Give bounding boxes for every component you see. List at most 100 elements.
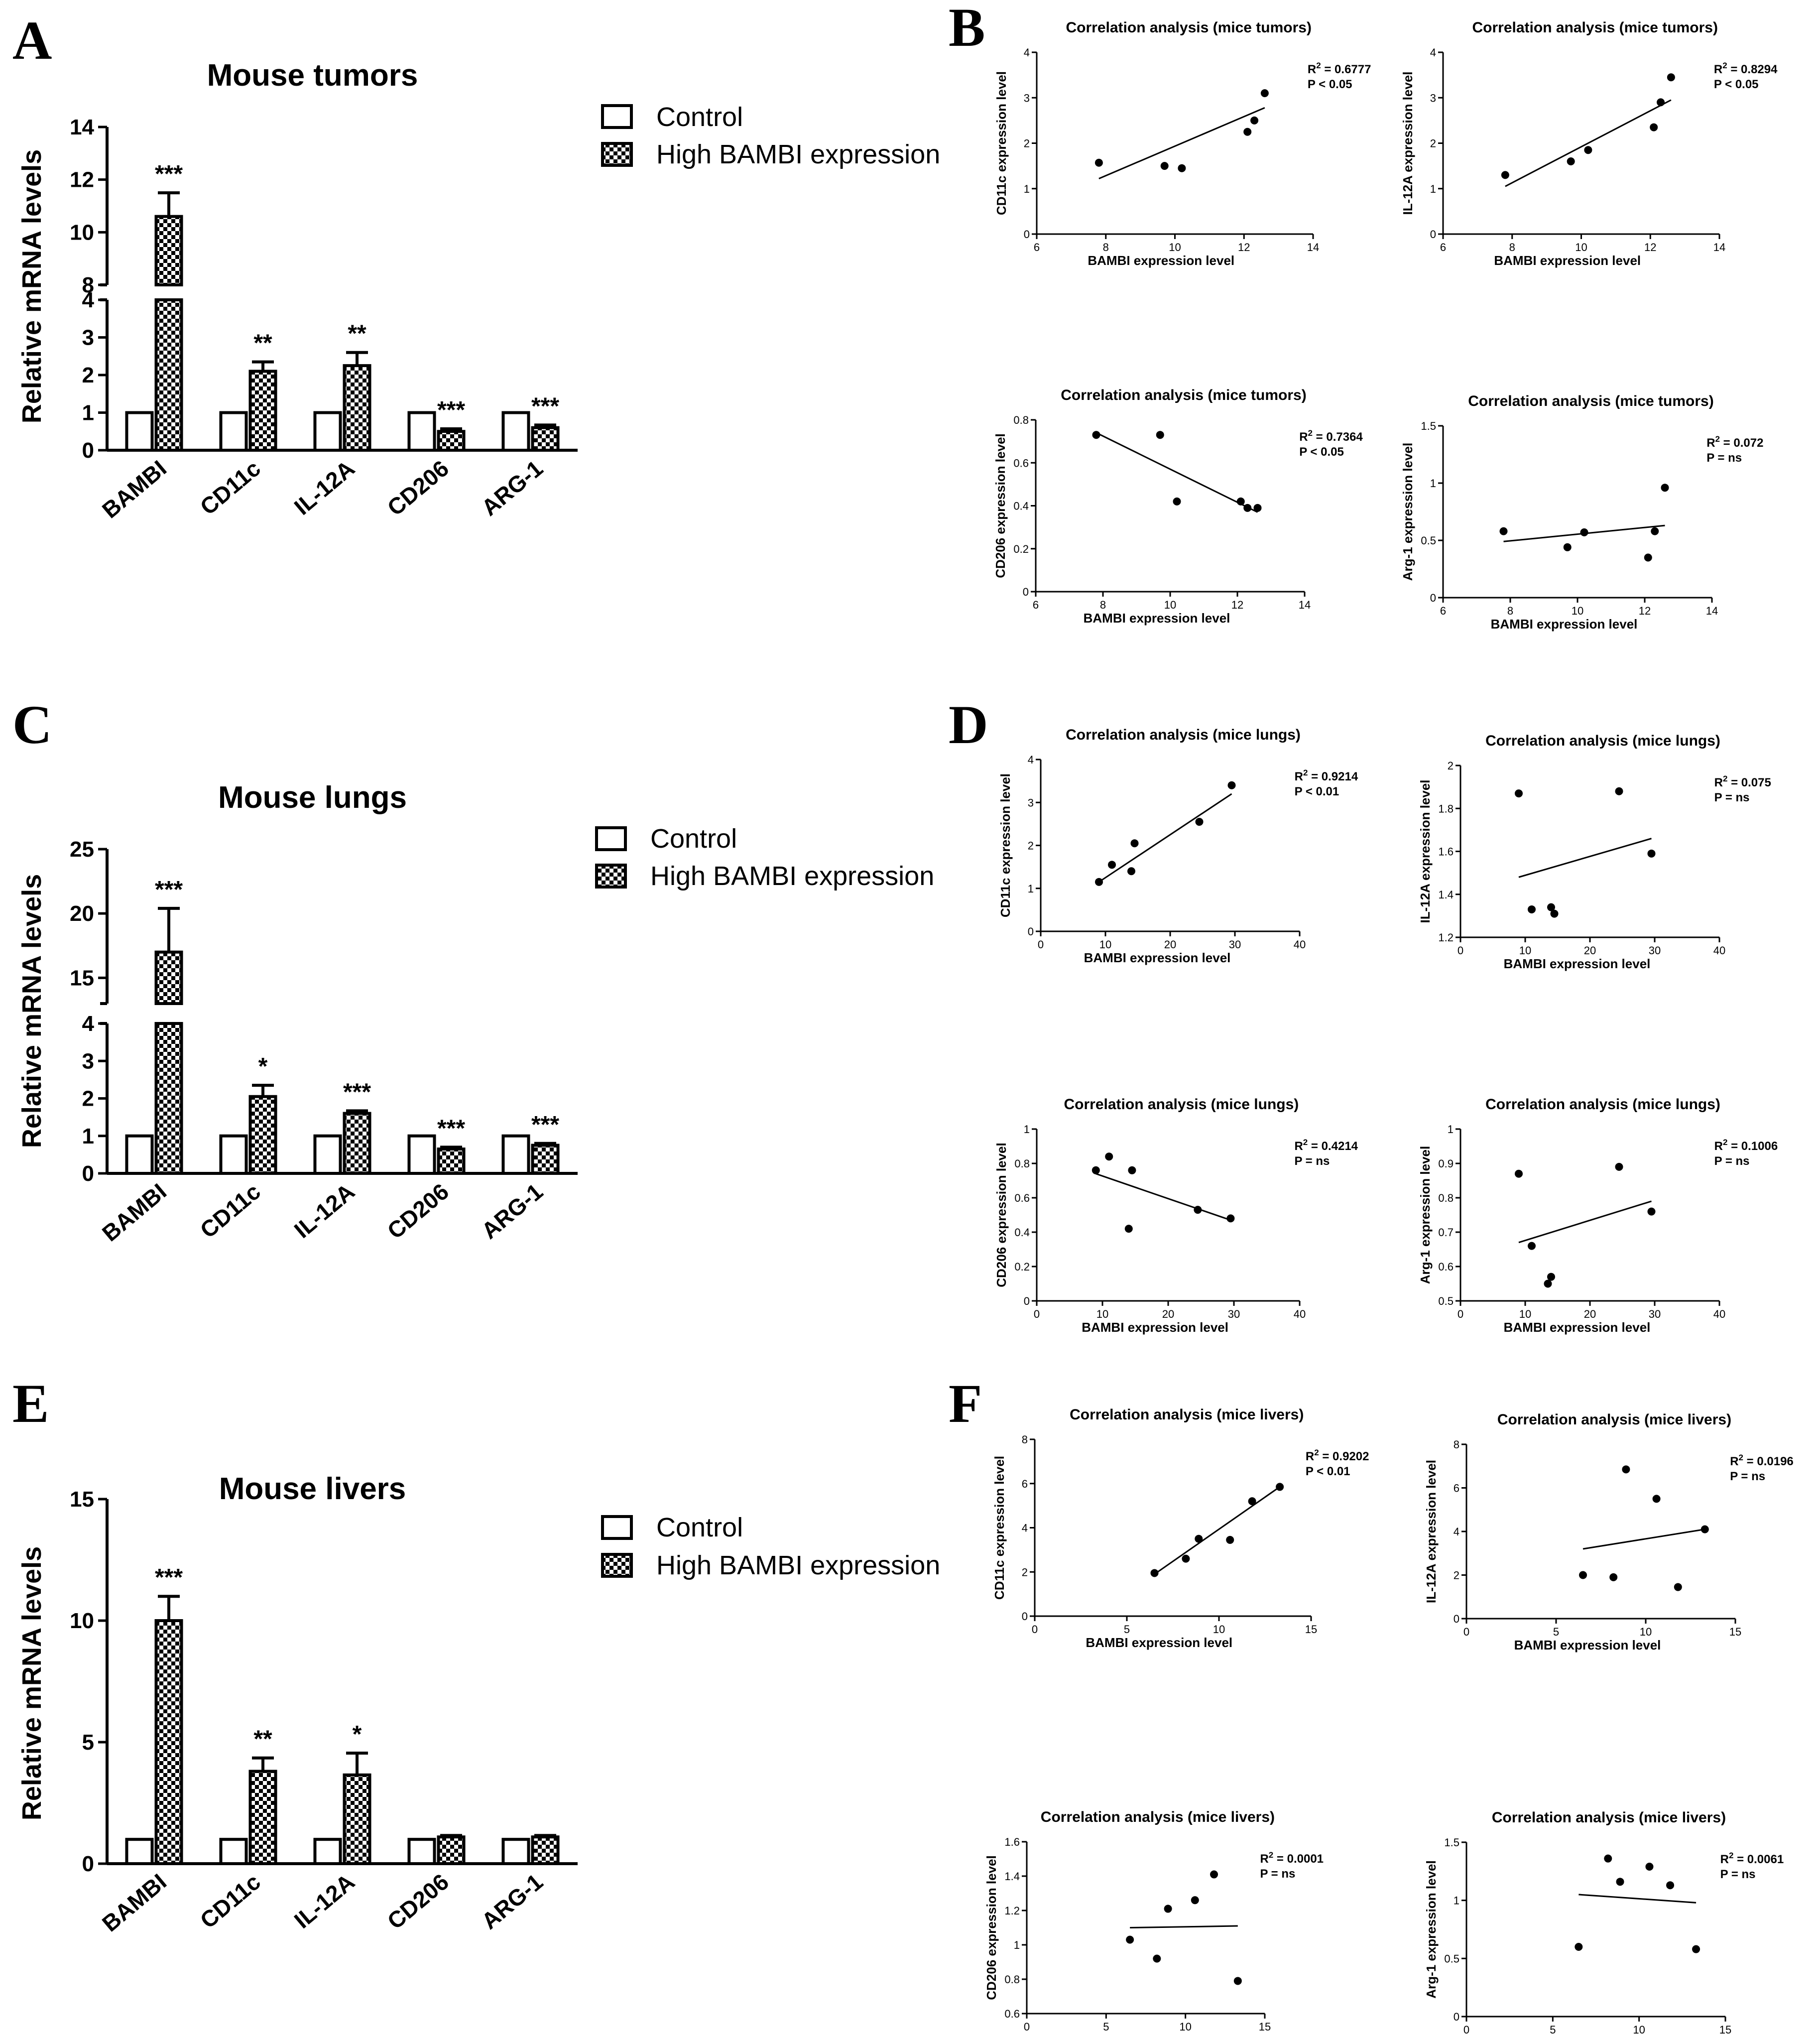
data-point	[1550, 909, 1559, 918]
bar-high	[531, 1144, 560, 1175]
chart-title: Correlation analysis (mice lungs)	[1485, 733, 1720, 749]
data-point	[1528, 1242, 1536, 1250]
data-point	[1652, 1495, 1661, 1503]
x-tick-label: 15	[1305, 1623, 1317, 1636]
regression-line	[1130, 1925, 1238, 1928]
r-squared-label: R2 = 0.0196	[1730, 1453, 1794, 1468]
bar-high	[343, 364, 371, 452]
bar-control	[501, 411, 530, 452]
legend-swatch-control	[595, 826, 627, 851]
x-tick-label: 10	[1096, 1308, 1108, 1320]
y-tick-label: 0.4	[1013, 500, 1029, 512]
regression-line	[1582, 1528, 1705, 1550]
bar-high	[248, 1770, 277, 1866]
y-tick-label: 0.9	[1438, 1157, 1454, 1170]
x-tick-label: 12	[1644, 241, 1656, 254]
r-squared-label: R2 = 0.4214	[1294, 1138, 1358, 1153]
y-tick-label: 1	[1028, 883, 1034, 895]
bar-control	[125, 1134, 154, 1175]
r-squared-value: = 0.0061	[1733, 1853, 1784, 1866]
y-tick-label: 0	[1430, 228, 1436, 241]
y-axis-label: CD11c expression level	[994, 71, 1009, 215]
x-tick-label: 8	[1100, 599, 1106, 611]
data-point	[1130, 839, 1139, 848]
y-tick-label: 5	[82, 1730, 94, 1755]
r-squared-superscript: 2	[1715, 434, 1720, 444]
r-squared-superscript: 2	[1729, 1851, 1733, 1860]
x-tick-label: CD206	[382, 1869, 454, 1934]
y-tick-label: 1	[1448, 1123, 1454, 1136]
legend-swatch-high	[601, 1553, 633, 1578]
x-tick-label: 5	[1103, 2021, 1109, 2033]
chart-title: Mouse lungs	[218, 780, 407, 815]
x-tick-label: 12	[1639, 605, 1651, 617]
x-axis-label: BAMBI expression level	[1061, 2033, 1208, 2034]
significance-label: **	[253, 330, 272, 357]
x-tick-label: 14	[1307, 241, 1319, 254]
y-tick-label: 0.6	[1438, 1261, 1454, 1273]
y-tick-label: 8	[1022, 1433, 1028, 1446]
y-tick-label: 25	[70, 837, 94, 862]
r-squared-label: R2 = 0.075	[1714, 774, 1771, 789]
x-tick-label: 30	[1228, 1308, 1240, 1320]
data-point	[1128, 1166, 1136, 1174]
r-squared-symbol: R	[1260, 1852, 1268, 1866]
y-tick-label: 0.8	[1014, 1157, 1030, 1170]
data-point	[1647, 1207, 1656, 1216]
data-point	[1661, 484, 1669, 492]
legend-label-control: Control	[656, 1513, 743, 1542]
chart-title: Correlation analysis (mice tumors)	[1061, 387, 1306, 403]
regression-line	[1578, 1894, 1697, 1904]
y-tick-label: 0.2	[1013, 543, 1029, 555]
x-tick-label: ARG-1	[477, 1869, 548, 1934]
regression-line	[1098, 107, 1265, 180]
bar-high	[154, 298, 183, 452]
r-squared-label: R2 = 0.1006	[1714, 1138, 1778, 1153]
y-tick-label: 6	[1454, 1482, 1459, 1495]
x-tick-label: 10	[1575, 241, 1587, 254]
scatter-livers-cd11c: Correlation analysis (mice livers) 0 5 10 15…	[992, 1406, 1369, 1650]
legend-label-control: Control	[650, 824, 737, 854]
r-squared-symbol: R	[1295, 770, 1303, 783]
x-tick-label: BAMBI	[97, 1869, 171, 1937]
data-point	[1248, 1497, 1256, 1506]
y-tick-label: 2	[82, 1087, 94, 1111]
bar-control	[219, 1838, 248, 1865]
x-tick-label: 20	[1162, 1308, 1174, 1320]
regression-line	[1095, 1173, 1231, 1221]
scatter-tumors-il12a: Correlation analysis (mice tumors)6 8 10 12…	[1400, 19, 1778, 268]
x-tick-label: 0	[1032, 1623, 1038, 1636]
y-axis-label: IL-12A expression level	[1418, 779, 1433, 923]
data-point	[1182, 1554, 1190, 1563]
legend-label-high: High BAMBI expression	[650, 861, 934, 891]
y-tick-label: 1.6	[1004, 1836, 1020, 1848]
significance-label: ***	[531, 1112, 559, 1138]
x-tick-label: 0	[1024, 2021, 1030, 2033]
x-tick-label: 15	[1729, 1626, 1741, 1638]
y-tick-label: 0	[1023, 586, 1029, 598]
x-tick-label: CD206	[382, 1178, 454, 1244]
significance-label: ***	[155, 1564, 183, 1591]
regression-line	[1154, 1486, 1280, 1575]
r-squared-superscript: 2	[1723, 1138, 1727, 1147]
x-tick-label: 30	[1649, 1308, 1661, 1320]
x-tick-label: IL-12A	[289, 1869, 360, 1933]
data-point	[1644, 553, 1652, 562]
data-point	[1127, 867, 1135, 876]
data-point	[1156, 431, 1164, 439]
y-tick-label: 20	[70, 901, 94, 926]
data-point	[1092, 431, 1100, 439]
regression-line	[1518, 838, 1652, 878]
r-squared-symbol: R	[1720, 1853, 1729, 1866]
y-axis-label: CD206 expression level	[994, 1143, 1009, 1287]
panel-letter-e: E	[12, 1373, 49, 1434]
regression-line	[1095, 432, 1258, 513]
y-tick-label: 4	[1028, 754, 1034, 766]
chart-title: Correlation analysis (mice livers)	[1497, 1411, 1731, 1428]
data-point	[1191, 1896, 1199, 1905]
data-point	[1609, 1573, 1618, 1581]
x-tick-label: 14	[1713, 241, 1725, 254]
x-tick-label: 6	[1033, 599, 1039, 611]
data-point	[1250, 116, 1259, 125]
y-tick-label: 3	[1024, 92, 1030, 104]
